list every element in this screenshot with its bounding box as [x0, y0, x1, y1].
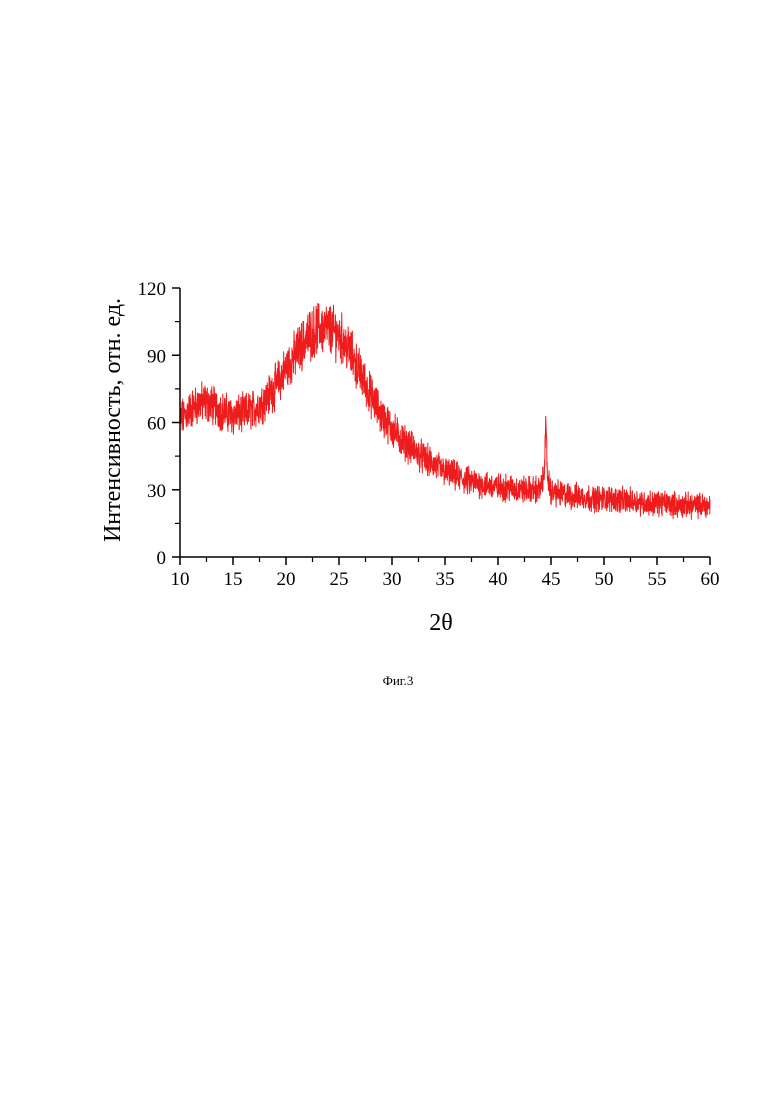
- x-tick-label: 20: [277, 569, 296, 590]
- y-ticks: [172, 288, 180, 557]
- plot-area: [180, 303, 710, 519]
- figure-caption: Фиг.3: [383, 673, 414, 688]
- y-tick-label: 120: [138, 279, 167, 300]
- x-tick-label: 25: [330, 569, 349, 590]
- y-tick-labels: 0 30 60 90 120: [138, 279, 167, 569]
- y-tick-label: 60: [147, 414, 166, 435]
- x-tick-labels: 10 15 20 25 30 35 40 45 50 55 60: [171, 569, 720, 590]
- x-tick-label: 10: [171, 569, 190, 590]
- y-tick-label: 90: [147, 346, 166, 367]
- x-tick-label: 50: [595, 569, 614, 590]
- y-axis-title: Интенсивность, отн. ед.: [100, 298, 126, 542]
- y-tick-label: 0: [157, 548, 167, 569]
- x-tick-label: 45: [542, 569, 561, 590]
- x-tick-label: 30: [383, 569, 402, 590]
- intensity-series-line: [180, 303, 710, 519]
- x-axis-title: 2θ: [429, 610, 453, 636]
- x-tick-label: 60: [701, 569, 720, 590]
- y-tick-label: 30: [147, 481, 166, 502]
- x-tick-label: 40: [489, 569, 508, 590]
- x-ticks: [180, 557, 710, 565]
- x-tick-label: 35: [436, 569, 455, 590]
- x-tick-label: 15: [224, 569, 243, 590]
- x-tick-label: 55: [648, 569, 667, 590]
